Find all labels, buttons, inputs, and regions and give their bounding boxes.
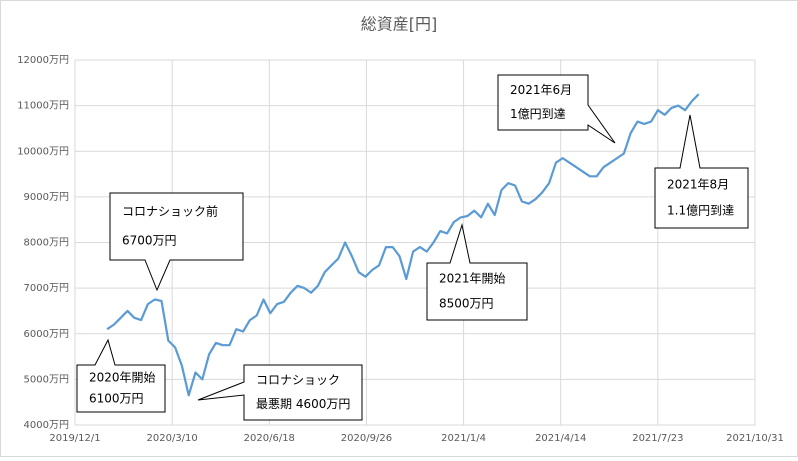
callout	[109, 192, 244, 292]
callout	[497, 74, 616, 144]
annotation-text: 最悪期 4600万円	[256, 397, 350, 411]
data-line	[106, 93, 700, 397]
chart-title: 総資産[円]	[361, 15, 438, 34]
y-tick-label: 8000万円	[24, 238, 69, 249]
x-tick-label: 2019/12/1	[49, 433, 100, 444]
x-tick-label: 2021/4/14	[535, 433, 586, 444]
annotation-text: 1.1億円到達	[667, 204, 734, 218]
y-tick-label: 11000万円	[17, 101, 69, 112]
annotation-text: コロナショック前	[122, 203, 218, 218]
callout	[197, 364, 363, 421]
callout	[426, 223, 528, 321]
annotation-text: 2021年6月	[510, 83, 572, 97]
annotation-text: 2021年8月	[667, 177, 729, 191]
x-tick-label: 2021/7/23	[632, 433, 683, 444]
y-tick-label: 9000万円	[24, 192, 69, 203]
y-tick-label: 10000万円	[17, 146, 69, 157]
annotation-text: 1億円到達	[510, 107, 566, 121]
x-tick-label: 2020/6/18	[244, 433, 295, 444]
y-tick-label: 6000万円	[24, 329, 69, 340]
callout	[76, 338, 166, 413]
annotation-text: コロナショック	[256, 373, 340, 387]
x-tick-label: 2021/1/4	[441, 433, 486, 444]
annotation-text: 6700万円	[122, 234, 177, 248]
y-tick-label: 5000万円	[24, 374, 69, 385]
x-tick-label: 2020/3/10	[147, 433, 198, 444]
x-tick-label: 2021/10/31	[726, 433, 784, 444]
callout	[654, 114, 749, 229]
x-tick-label: 2020/9/26	[341, 433, 392, 444]
y-tick-label: 4000万円	[24, 420, 69, 431]
y-tick-label: 12000万円	[17, 55, 69, 66]
annotation-text: 2021年開始	[439, 271, 506, 285]
annotation-text: 6100万円	[89, 391, 144, 405]
y-tick-label: 7000万円	[24, 283, 69, 294]
annotation-text: 2020年開始	[89, 371, 156, 385]
annotation-text: 8500万円	[439, 297, 494, 311]
